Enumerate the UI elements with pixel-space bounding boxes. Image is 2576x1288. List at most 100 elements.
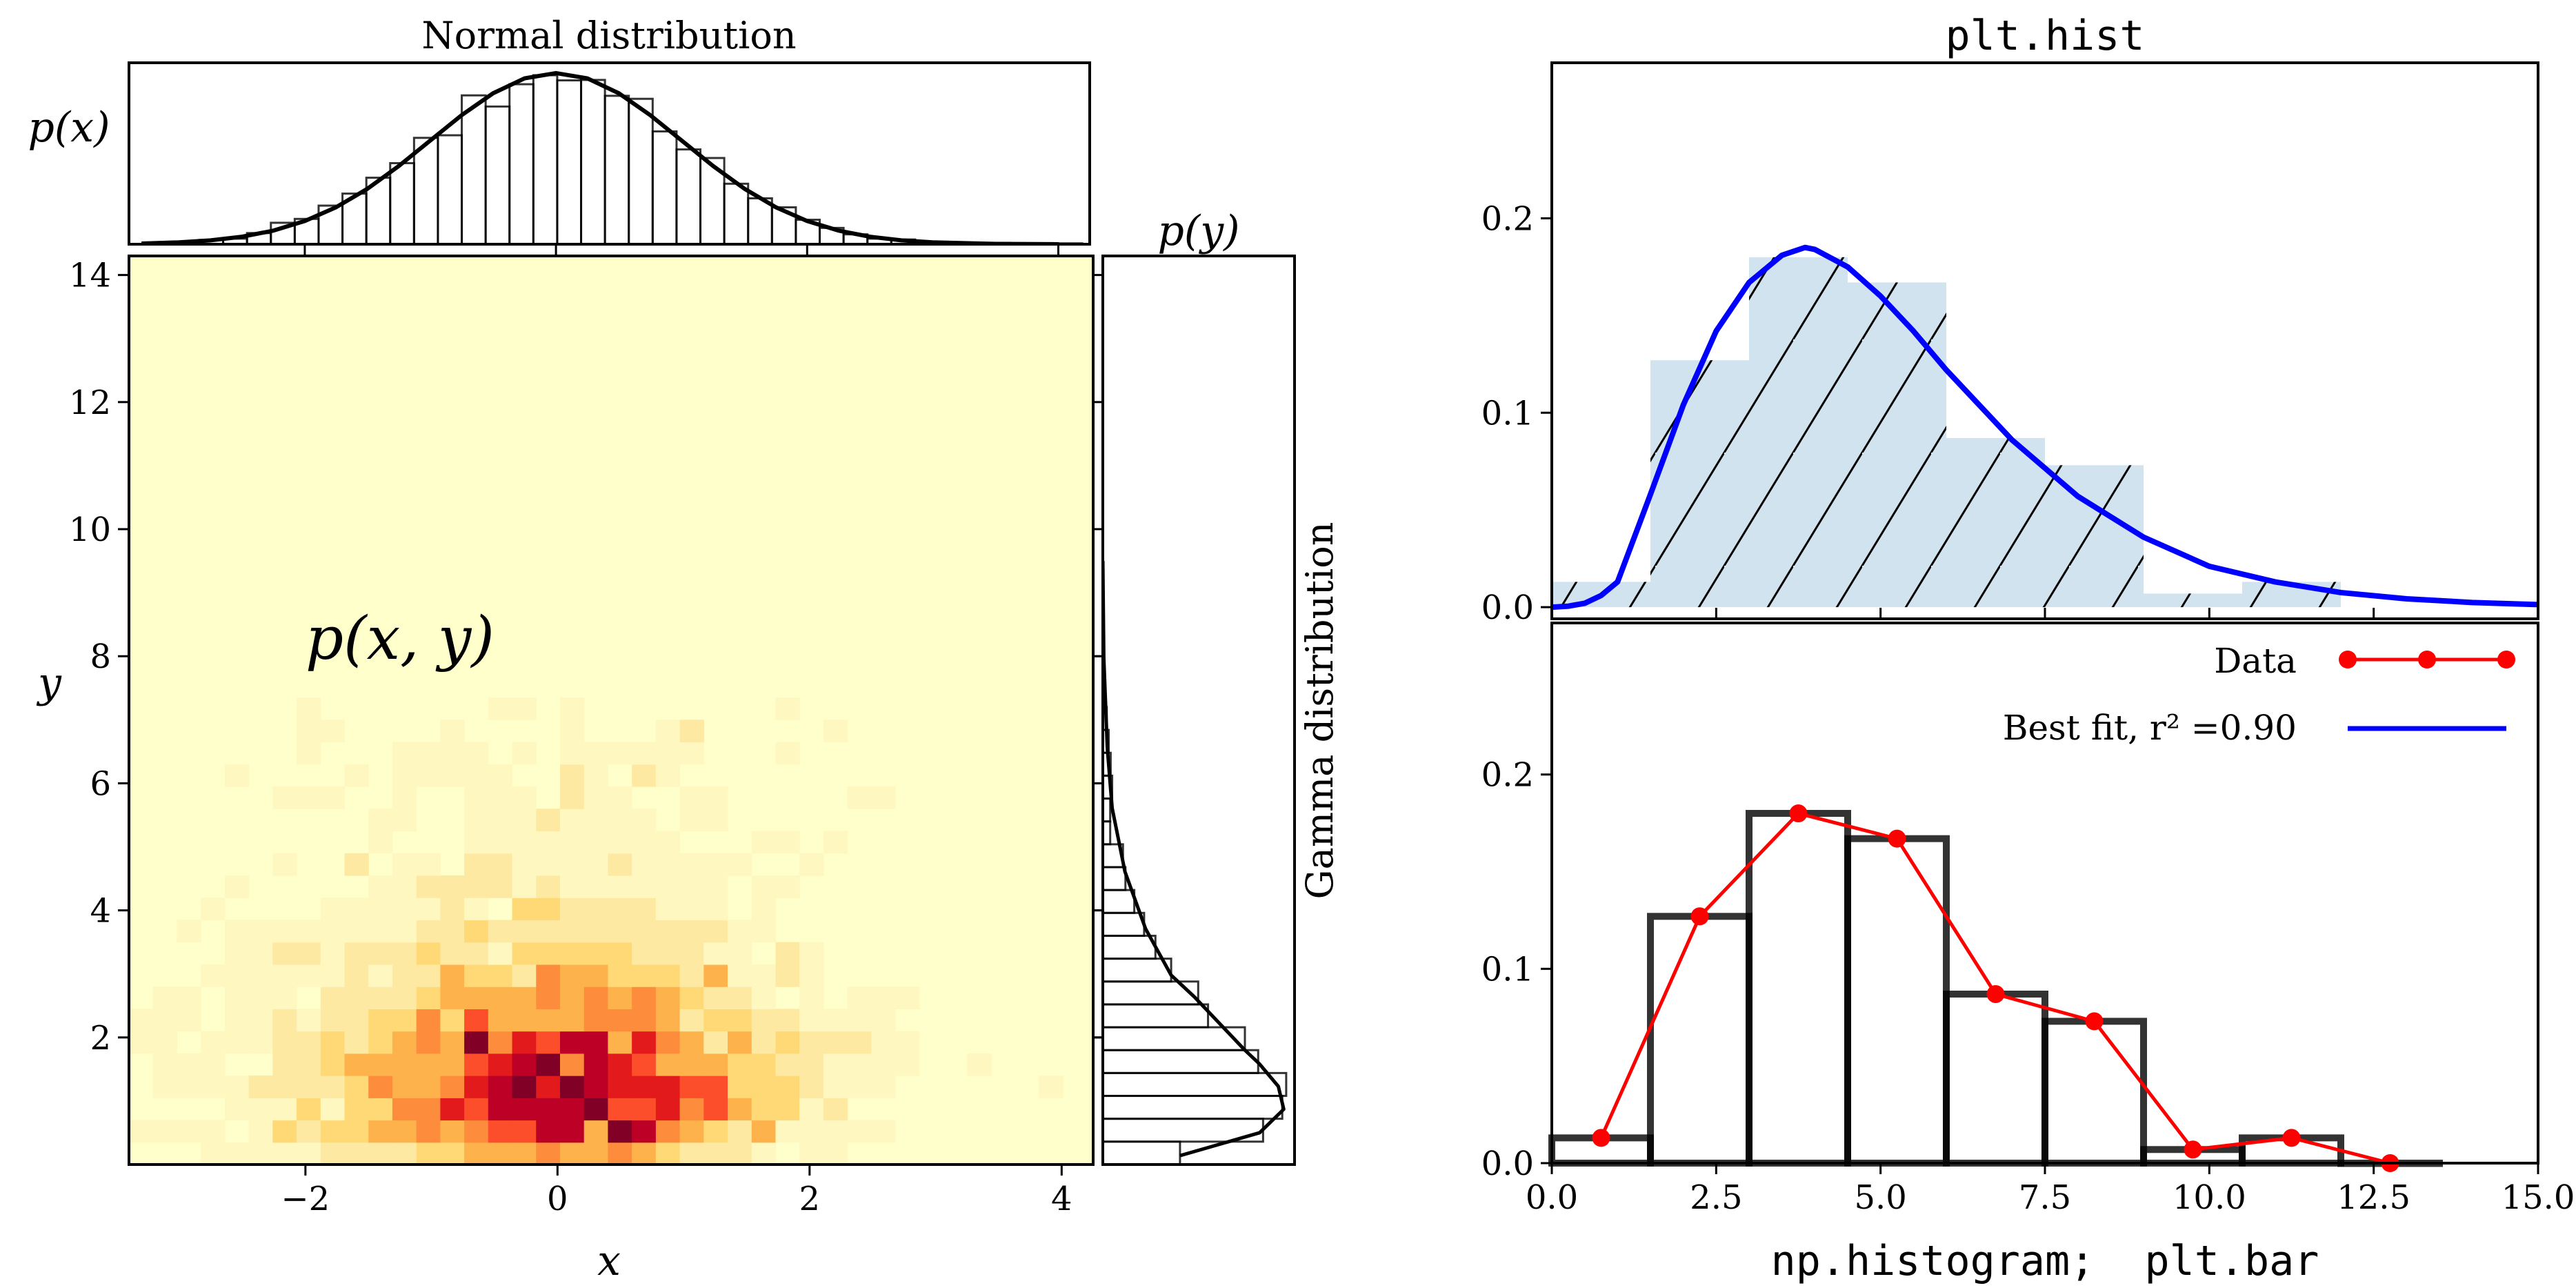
- heatmap-cell: [679, 786, 704, 809]
- x-tick-label: 5.0: [1854, 1178, 1906, 1217]
- heatmap-cell: [536, 831, 561, 854]
- heatmap-cell: [440, 987, 465, 1009]
- heatmap-cell: [392, 1031, 417, 1054]
- heatmap-cell: [751, 1142, 777, 1165]
- heatmap-cell: [416, 1120, 441, 1143]
- heatmap-cell: [392, 1098, 417, 1121]
- heatmap-cell: [368, 920, 393, 943]
- heatmap-cell: [679, 920, 704, 943]
- heatmap-cell: [440, 764, 465, 787]
- heatmap-cell: [632, 1098, 657, 1121]
- heatmap-cell: [272, 1031, 297, 1054]
- heatmap-frame: [128, 255, 1095, 1166]
- heatmap-cell: [272, 1120, 297, 1143]
- heatmap-cell: [559, 898, 585, 921]
- x-tick-label: 2.5: [1690, 1178, 1742, 1217]
- heatmap-cell: [272, 786, 297, 809]
- heatmap-cell: [536, 920, 561, 943]
- heatmap-cell: [464, 942, 489, 965]
- heatmap-cell: [728, 1120, 752, 1143]
- plt-hist: [1552, 244, 2538, 611]
- heatmap-cell: [177, 987, 201, 1009]
- y-tick-label: 0.0: [1481, 1145, 1534, 1183]
- normal-hist-bar: [389, 161, 415, 244]
- heatmap-cell: [559, 764, 585, 787]
- heatmap-cell: [152, 1053, 178, 1076]
- heatmap-cell: [559, 1120, 585, 1143]
- heatmap-cell: [368, 875, 393, 898]
- heatmap-cell: [559, 809, 585, 832]
- x-axis-label: x: [597, 1237, 621, 1285]
- heatmap-cell: [512, 809, 537, 832]
- heatmap-cell: [488, 1053, 513, 1076]
- hist-bar-hatch: [1848, 282, 1946, 608]
- heatmap-cell: [799, 1053, 824, 1076]
- heatmap-cell: [152, 1120, 178, 1143]
- heatmap-cell: [512, 853, 537, 876]
- heatmap-cell: [559, 1142, 585, 1165]
- heatmap-cell: [799, 853, 824, 876]
- heatmap-cell: [895, 1031, 920, 1054]
- heatmap-cell: [703, 1142, 728, 1165]
- heatmap-cell: [272, 964, 297, 987]
- heatmap-cell: [416, 764, 441, 787]
- heatmap-cell: [368, 898, 393, 921]
- heatmap-cell: [392, 1053, 417, 1076]
- legend-label-best-fit: Best fit, r² =0.90: [2003, 708, 2297, 748]
- normal-hist-bar: [651, 130, 678, 244]
- heatmap-cell: [320, 1076, 346, 1098]
- heatmap-cell: [655, 1076, 681, 1098]
- heatmap-cell: [823, 1076, 848, 1098]
- heatmap-cell: [177, 1076, 201, 1098]
- heatmap-cell: [297, 742, 321, 765]
- heatmap-cell: [177, 920, 201, 943]
- heatmap-cell: [583, 1053, 609, 1076]
- heatmap-cell: [224, 1031, 250, 1054]
- heatmap-cell: [488, 942, 513, 965]
- heatmap-cell: [871, 786, 896, 809]
- heatmap-cell: [488, 964, 513, 987]
- gamma-histogram: [1103, 561, 1288, 1165]
- heatmap-cell: [297, 786, 321, 809]
- heatmap-cell: [655, 853, 681, 876]
- heatmap-cell: [703, 1120, 728, 1143]
- x-tick-label: 12.5: [2337, 1178, 2410, 1217]
- normal-hist-bar: [412, 137, 439, 244]
- heatmap-cell: [655, 1142, 681, 1165]
- heatmap-cell: [583, 786, 609, 809]
- heatmap-cell: [440, 875, 465, 898]
- heatmap-cell: [728, 1142, 752, 1165]
- heatmap-cell: [728, 1076, 752, 1098]
- heatmap-cell: [751, 987, 777, 1009]
- heatmap-cell: [608, 1142, 632, 1165]
- gamma-hist-bar: [1103, 911, 1146, 937]
- heatmap-cell: [488, 1031, 513, 1054]
- bar: [1647, 913, 1753, 1167]
- heatmap-cell: [512, 964, 537, 987]
- y-tick-label: 8: [90, 637, 111, 676]
- heatmap-cell: [703, 898, 728, 921]
- heatmap-cell: [871, 987, 896, 1009]
- y-tick-label: 14: [69, 257, 111, 295]
- heatmap-cell: [775, 1076, 800, 1098]
- heatmap-cell: [703, 1076, 728, 1098]
- heatmap-cell: [248, 942, 273, 965]
- heatmap-cell: [536, 1009, 561, 1032]
- heatmap-cell: [799, 942, 824, 965]
- heatmap-cell: [201, 1053, 226, 1076]
- normal-distribution-title: Normal distribution: [421, 14, 796, 57]
- heatmap-cell: [632, 1142, 657, 1165]
- heatmap-cell: [559, 697, 585, 720]
- heatmap-cell: [368, 809, 393, 832]
- heatmap-cell: [368, 1098, 393, 1121]
- heatmap-cell: [224, 1076, 250, 1098]
- heatmap-cell: [608, 831, 632, 854]
- heatmap-cell: [512, 1142, 537, 1165]
- gamma-hist-bar: [1103, 958, 1172, 983]
- legend: Data Best fit, r² =0.90: [2003, 641, 2515, 748]
- heatmap-cell: [632, 898, 657, 921]
- heatmap-cell: [559, 786, 585, 809]
- heatmap-cell: [655, 942, 681, 965]
- heatmap-cell: [655, 720, 681, 743]
- heatmap-cell: [297, 1142, 321, 1165]
